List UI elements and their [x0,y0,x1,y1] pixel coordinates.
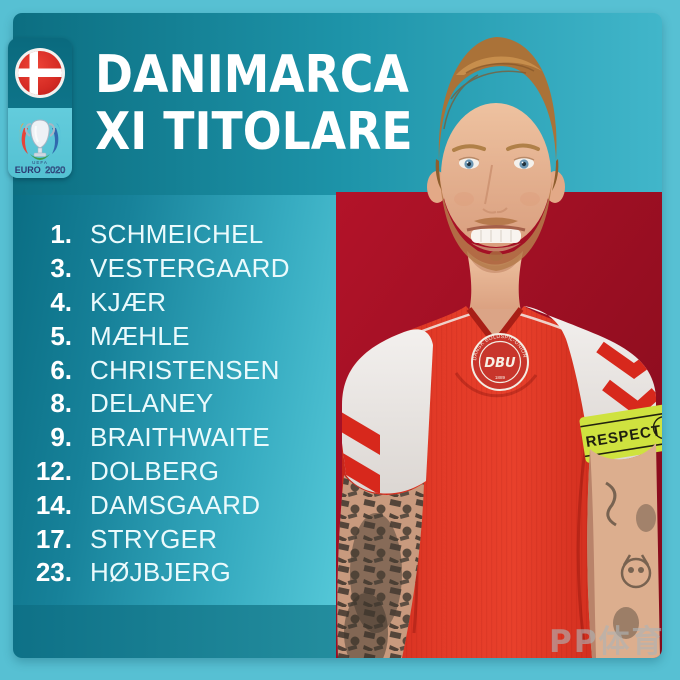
trophy-icon [25,119,55,157]
lineup-row: 23. HØJBJERG [13,556,336,590]
chest-skin [469,309,521,343]
lineup-row: 9. BRAITHWAITE [13,421,336,455]
title-line-2: XI TITOLARE [95,102,413,162]
crest-abbr: DBU [484,356,516,371]
lineup-row: 8. DELANEY [13,387,336,421]
uefa-text: UEFA [32,160,48,165]
uefa-respect-emblem [652,415,662,440]
euro2020-logo: UEFA EURO 2020 [15,119,66,176]
lineup-row: 14. DAMSGAARD [13,488,336,522]
mouth [466,225,526,252]
beard [440,181,552,271]
lineup-row: 6. CHRISTENSEN [13,353,336,387]
euro-text: EURO [15,165,41,175]
eyes [458,156,535,169]
main-panel: hummel DANSK BOLDSPIL-UNION DBU 1889 [13,13,662,658]
lineup-row: 5. MÆHLE [13,319,336,353]
player-name: HØJBJERG [90,557,232,588]
left-sleeve-chevrons [342,409,380,494]
denmark-flag-section [8,38,72,108]
player-name: MÆHLE [90,320,190,351]
badge-tab: UEFA EURO 2020 [8,38,72,178]
player-name: BRAITHWAITE [90,422,271,453]
lineup-row: 3. VESTERGAARD [13,252,336,286]
player-number: 1. [50,219,72,250]
player-number: 6. [50,354,72,385]
player-name: DOLBERG [90,455,220,486]
left-sleeve [342,329,433,494]
player-name: KJÆR [90,286,167,317]
player-name: VESTERGAARD [90,253,290,284]
player-number: 12. [35,455,72,486]
crest-year: 1889 [495,375,506,380]
lineup-row: 1. SCHMEICHEL [13,218,336,252]
player-illustration: hummel DANSK BOLDSPIL-UNION DBU 1889 [336,37,662,658]
lineup-row: 4. KJÆR [13,286,336,320]
pp-sports-watermark: PP体育 [549,624,665,660]
player-photo: hummel DANSK BOLDSPIL-UNION DBU 1889 [336,13,662,658]
title-line-1: DANIMARCA [95,45,409,105]
player-name: DELANEY [90,388,214,419]
player-number: 17. [35,523,72,554]
player-number: 3. [50,253,72,284]
dbu-crest: DANSK BOLDSPIL-UNION DBU 1889 [471,333,529,391]
euro2020-section: UEFA EURO 2020 [8,108,72,178]
title-band [13,13,662,195]
player-number: 8. [50,388,72,419]
player-face [427,37,565,271]
player-name: STRYGER [90,523,218,554]
denmark-flag-icon [15,48,65,98]
player-name: DAMSGAARD [90,489,261,520]
eyebrows [452,143,540,152]
captain-armband: RESPECT [579,404,662,463]
player-hair [435,37,559,191]
player-number: 23. [35,557,72,588]
left-arm-tattoos [337,475,424,658]
player-number: 4. [50,286,72,317]
svg-text:EURO 2020: EURO 2020 [15,160,66,176]
player-name: SCHMEICHEL [90,219,264,250]
player-number: 14. [35,489,72,520]
nose [482,164,508,214]
right-arm-tattoos [587,443,660,658]
page-title: DANIMARCA XI TITOLARE [95,47,413,161]
player-name: CHRISTENSEN [90,354,280,385]
lineup-row: 12. DOLBERG [13,455,336,489]
lineup-list: 1. SCHMEICHEL 3. VESTERGAARD 4. KJÆR 5. MÆHL… [13,195,336,605]
euro-year: 2020 [45,165,65,175]
footer-band [13,605,336,658]
player-number: 5. [50,320,72,351]
nordic-cross [18,51,62,95]
lineup-row: 17. STRYGER [13,522,336,556]
player-number: 9. [50,422,72,453]
